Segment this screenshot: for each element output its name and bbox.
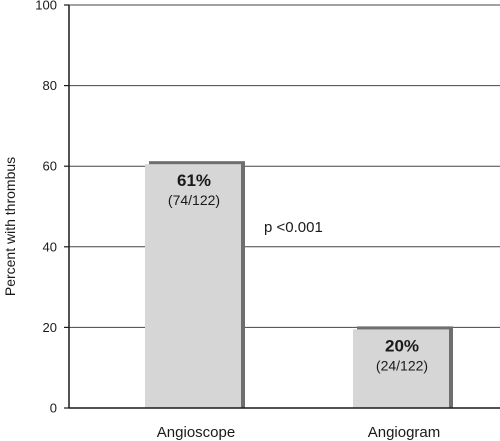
bars <box>145 161 453 408</box>
y-tick-label: 0 <box>50 401 57 416</box>
y-tick-label: 60 <box>43 159 57 174</box>
category-labels: Angioscope Angiogram <box>157 424 440 441</box>
y-tick-label: 40 <box>43 239 57 254</box>
category-label: Angioscope <box>157 424 235 441</box>
y-tick-labels: 0 20 40 60 80 100 <box>35 0 69 416</box>
bar-fraction-label: (74/122) <box>168 192 220 208</box>
bar-angioscope <box>145 164 241 408</box>
bar-percent-label: 20% <box>385 336 419 355</box>
bar-angiogram <box>353 329 449 408</box>
y-tick-label: 20 <box>43 320 57 335</box>
axes <box>68 5 500 409</box>
category-label: Angiogram <box>368 424 441 441</box>
bar-percent-label: 61% <box>177 171 211 190</box>
p-value-annotation: p <0.001 <box>264 219 323 236</box>
y-tick-label: 80 <box>43 78 57 93</box>
gridlines <box>69 4 500 328</box>
y-tick-label: 100 <box>35 0 57 13</box>
data-labels: 61% (74/122) 20% (24/122) <box>168 171 428 373</box>
y-axis-title: Percent with thrombus <box>2 157 18 296</box>
bar-fraction-label: (24/122) <box>376 357 428 373</box>
